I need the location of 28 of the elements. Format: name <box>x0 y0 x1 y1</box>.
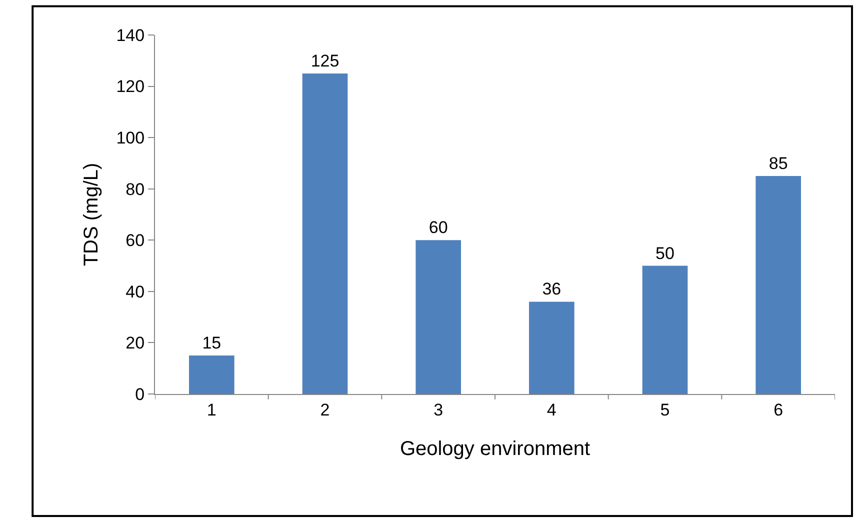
x-tick-label: 5 <box>660 400 670 420</box>
bar <box>642 266 688 394</box>
y-tick-label: 40 <box>126 282 145 302</box>
x-tick-label: 2 <box>320 400 330 420</box>
x-tick-label: 1 <box>206 400 216 420</box>
bar <box>416 240 461 394</box>
bar <box>756 176 801 394</box>
x-tick-label: 3 <box>434 400 444 420</box>
y-tick-label: 80 <box>126 180 145 199</box>
y-tick-label: 0 <box>135 384 145 404</box>
y-tick-label: 20 <box>126 334 145 353</box>
x-tick-label: 6 <box>774 400 784 420</box>
data-label: 15 <box>202 334 222 353</box>
x-axis-title: Geology environment <box>400 438 590 460</box>
y-tick-label: 100 <box>116 128 145 148</box>
bar <box>302 73 348 394</box>
x-tick-label: 4 <box>546 400 556 420</box>
data-label: 125 <box>310 51 340 70</box>
y-tick-label: 120 <box>116 77 145 96</box>
y-axis-title: TDS (mg/L) <box>80 162 103 266</box>
data-label: 60 <box>428 218 448 238</box>
y-tick-label: 140 <box>116 26 145 45</box>
y-tick-label: 60 <box>126 231 145 250</box>
bar <box>189 356 234 394</box>
data-label: 50 <box>656 244 674 263</box>
bar <box>529 302 574 394</box>
data-label: 36 <box>542 280 562 299</box>
data-label: 85 <box>768 154 788 174</box>
